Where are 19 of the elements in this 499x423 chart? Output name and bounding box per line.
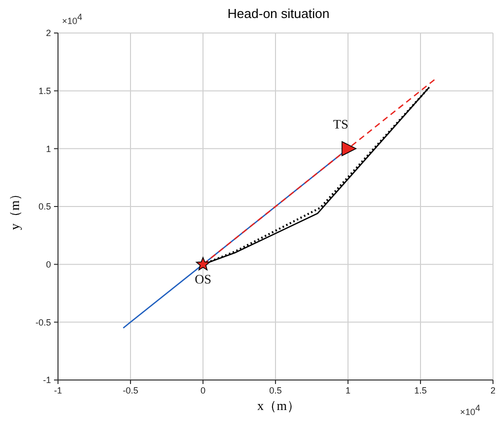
y-axis-title: y（m） [6,187,23,230]
x-tick-label: 1 [345,385,351,396]
y-tick-label: 0.5 [38,202,51,212]
y-tick-label: 1.5 [38,86,51,96]
x-tick-label: 0.5 [269,385,282,396]
y-tick-label: -1 [42,375,51,386]
annotation: TS [333,116,348,132]
x-tick-label: -0.5 [122,385,138,396]
y-tick-label: -0.5 [35,317,51,328]
x-axis-title: x（m） [257,398,300,413]
chart-title: Head-on situation [228,6,330,21]
y-tick-label: 2 [46,28,51,38]
x-tick-label: 0 [200,385,206,396]
x-tick-label: 2 [490,385,496,396]
y-tick-label: 0 [46,260,51,270]
annotation: OS [194,272,212,287]
y-tick-label: 1 [46,144,51,154]
x-tick-label: 1.5 [414,385,427,396]
x-tick-label: -1 [54,385,62,396]
